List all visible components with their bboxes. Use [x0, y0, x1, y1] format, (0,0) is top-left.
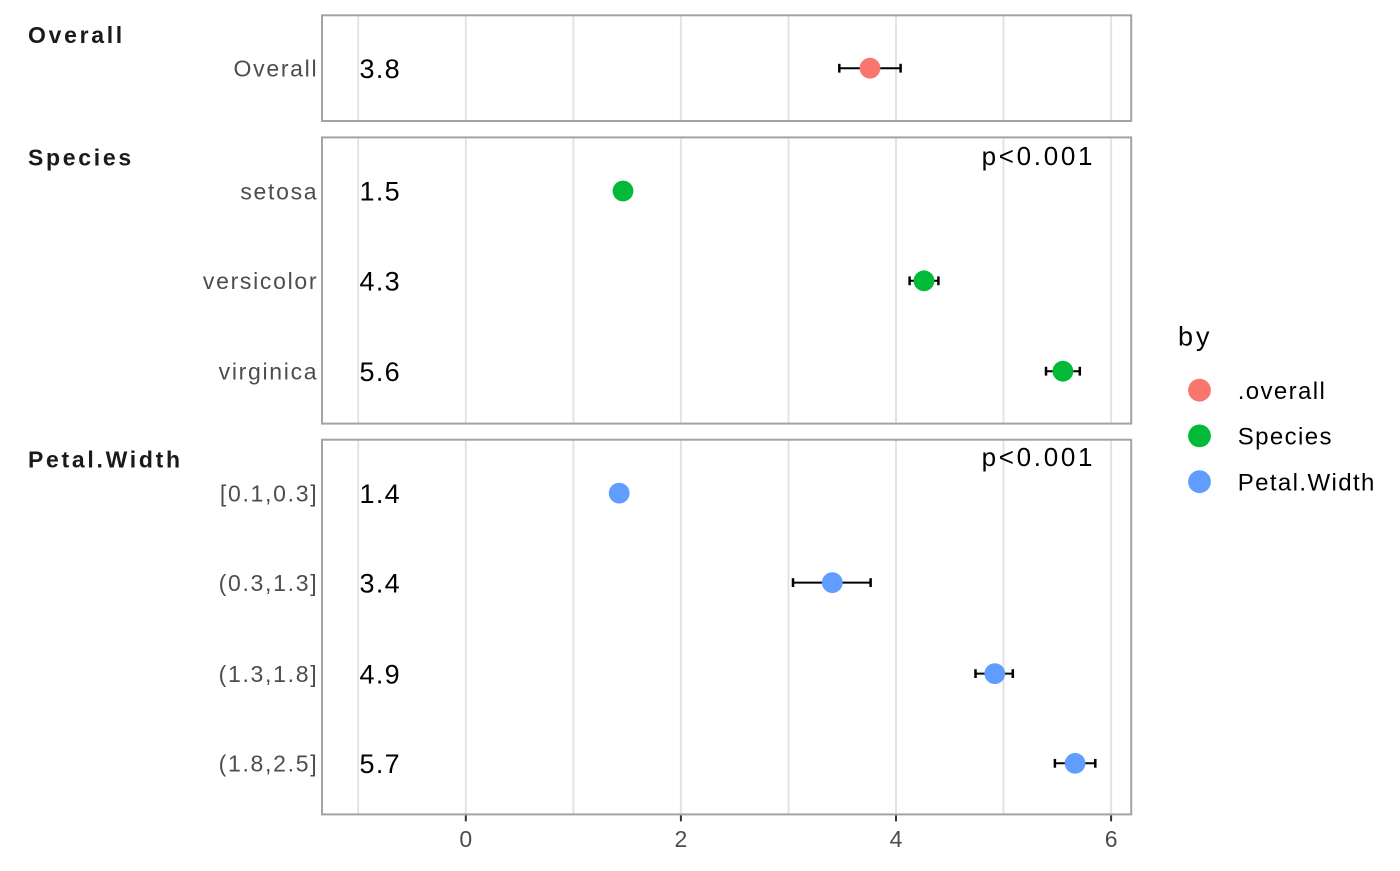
svg-text:3.8: 3.8	[360, 54, 401, 84]
svg-text:3.4: 3.4	[360, 568, 401, 598]
svg-text:p<0.001: p<0.001	[982, 141, 1096, 171]
svg-text:(1.3,1.8]: (1.3,1.8]	[219, 661, 319, 687]
svg-text:5.6: 5.6	[360, 357, 401, 387]
svg-text:Overall: Overall	[234, 56, 319, 82]
svg-text:Petal.Width: Petal.Width	[1238, 469, 1376, 496]
svg-text:4: 4	[890, 826, 903, 852]
svg-text:Overall: Overall	[28, 22, 125, 48]
svg-text:1.4: 1.4	[360, 479, 401, 509]
svg-text:2: 2	[675, 826, 688, 852]
svg-text:[0.1,0.3]: [0.1,0.3]	[220, 480, 318, 506]
svg-text:(0.3,1.3]: (0.3,1.3]	[219, 570, 319, 596]
svg-text:0: 0	[459, 826, 472, 852]
svg-text:p<0.001: p<0.001	[982, 442, 1096, 472]
svg-text:6: 6	[1105, 826, 1118, 852]
svg-text:1.5: 1.5	[360, 177, 401, 207]
svg-text:.overall: .overall	[1238, 378, 1327, 405]
svg-text:Species: Species	[28, 145, 134, 171]
svg-text:Petal.Width: Petal.Width	[28, 446, 183, 472]
svg-text:5.7: 5.7	[360, 749, 401, 779]
svg-text:setosa: setosa	[240, 178, 318, 204]
svg-text:virginica: virginica	[219, 359, 319, 385]
svg-text:Species: Species	[1238, 424, 1333, 451]
svg-text:4.9: 4.9	[360, 659, 401, 689]
svg-text:by: by	[1178, 322, 1213, 352]
svg-text:(1.8,2.5]: (1.8,2.5]	[219, 751, 319, 777]
svg-text:4.3: 4.3	[360, 267, 401, 297]
svg-text:versicolor: versicolor	[203, 268, 318, 294]
